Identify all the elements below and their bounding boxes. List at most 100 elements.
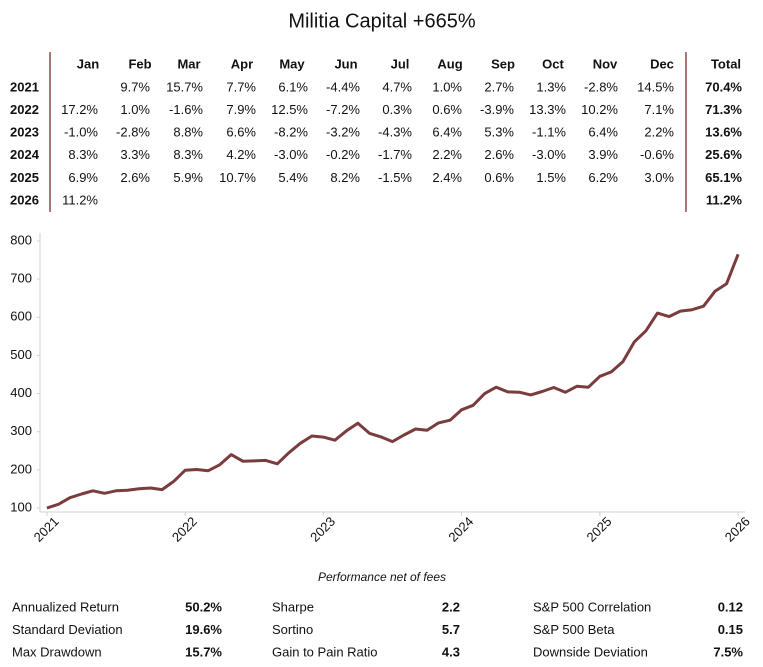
- stat-label: Standard Deviation: [12, 622, 123, 637]
- y-tick-label: 500: [10, 347, 32, 362]
- cell: 0.6%: [432, 102, 462, 117]
- stat-value: 0.12: [718, 599, 743, 614]
- column-header: Mar: [177, 56, 200, 71]
- column-header: Jan: [77, 56, 99, 71]
- x-tick-label: 2023: [307, 514, 338, 545]
- cell: 2.6%: [120, 170, 150, 185]
- cell: 0.3%: [382, 102, 412, 117]
- row-year: 2022: [10, 102, 39, 117]
- row-total: 71.3%: [705, 102, 742, 117]
- cell: 5.3%: [484, 125, 514, 140]
- line: [46, 253, 740, 510]
- column-header: Jul: [391, 56, 410, 71]
- cell: 10.2%: [581, 102, 618, 117]
- stat-value: 2.2: [442, 599, 460, 614]
- column-header: Apr: [231, 56, 253, 71]
- y-tick-label: 800: [10, 232, 32, 247]
- cell: 0.6%: [484, 170, 514, 185]
- cell: 8.2%: [330, 170, 360, 185]
- column-header: Sep: [491, 56, 515, 71]
- cell: -3.0%: [274, 147, 308, 162]
- x-tick-label: 2025: [584, 514, 615, 545]
- row-total: 13.6%: [705, 125, 742, 140]
- cell: 8.8%: [173, 125, 203, 140]
- cell: 12.5%: [271, 102, 308, 117]
- stat-value: 0.15: [718, 622, 743, 637]
- column-header: Dec: [650, 56, 674, 71]
- cell: 4.7%: [382, 79, 412, 94]
- cell: -3.0%: [532, 147, 566, 162]
- cell: -2.8%: [116, 125, 150, 140]
- stat-label: Downside Deviation: [533, 644, 648, 659]
- cell: 14.5%: [637, 79, 674, 94]
- column-header: Jun: [334, 56, 357, 71]
- stat-label: S&P 500 Beta: [533, 622, 615, 637]
- stats-subtitle: Performance net of fees: [318, 570, 446, 584]
- cell: 3.0%: [644, 170, 674, 185]
- cell: 6.4%: [588, 125, 618, 140]
- y-tick-label: 400: [10, 385, 32, 400]
- cell: -7.2%: [326, 102, 360, 117]
- cell: 7.9%: [226, 102, 256, 117]
- cell: 2.2%: [644, 125, 674, 140]
- cell: 3.3%: [120, 147, 150, 162]
- stat-label: Max Drawdown: [12, 644, 102, 659]
- y-tick-label: 200: [10, 461, 32, 476]
- cell: -8.2%: [274, 125, 308, 140]
- row-year: 2026: [10, 192, 39, 207]
- cell: 6.1%: [278, 79, 308, 94]
- cell: 6.2%: [588, 170, 618, 185]
- cell: 6.6%: [226, 125, 256, 140]
- cell: -3.9%: [480, 102, 514, 117]
- stat-value: 5.7: [442, 622, 460, 637]
- stat-label: Sharpe: [272, 599, 314, 614]
- row-total: 70.4%: [705, 79, 742, 94]
- column-header: May: [279, 56, 305, 71]
- cell: -4.4%: [326, 79, 360, 94]
- cell: 5.9%: [173, 170, 203, 185]
- cell: 2.4%: [432, 170, 462, 185]
- cell: 10.7%: [219, 170, 256, 185]
- x-tick-label: 2024: [445, 514, 476, 545]
- row-year: 2021: [10, 79, 39, 94]
- row-total: 11.2%: [706, 192, 743, 207]
- cell: -1.1%: [532, 125, 566, 140]
- cell: 8.3%: [68, 147, 98, 162]
- stat-label: Sortino: [272, 622, 313, 637]
- cell: -1.0%: [64, 125, 98, 140]
- x-tick-label: 2021: [31, 514, 62, 545]
- cell: 1.0%: [432, 79, 462, 94]
- row-total: 65.1%: [705, 170, 742, 185]
- cell: -1.6%: [169, 102, 203, 117]
- x-tick-label: 2026: [722, 514, 753, 545]
- cell: 1.0%: [120, 102, 150, 117]
- cell: 6.4%: [432, 125, 462, 140]
- cell: 4.2%: [226, 147, 256, 162]
- cell: 17.2%: [61, 102, 98, 117]
- cell: 15.7%: [166, 79, 203, 94]
- stat-value: 15.7%: [185, 644, 222, 659]
- stat-label: Gain to Pain Ratio: [272, 644, 378, 659]
- stat-label: Annualized Return: [12, 599, 119, 614]
- y-tick-label: 600: [10, 309, 32, 324]
- cell: -0.6%: [640, 147, 674, 162]
- cell: 9.7%: [120, 79, 150, 94]
- column-header: Aug: [437, 56, 462, 71]
- cell: -0.2%: [326, 147, 360, 162]
- stat-value: 50.2%: [185, 599, 222, 614]
- row-year: 2023: [10, 125, 39, 140]
- title: Militia Capital +665%: [288, 10, 476, 32]
- column-header: Feb: [128, 56, 151, 71]
- cell: -2.8%: [584, 79, 618, 94]
- row-year: 2025: [10, 170, 39, 185]
- cell: 7.1%: [644, 102, 674, 117]
- row-year: 2024: [10, 147, 40, 162]
- cell: 11.2%: [62, 192, 98, 207]
- cell: 2.2%: [432, 147, 462, 162]
- y-tick-label: 700: [10, 271, 32, 286]
- column-header: Oct: [542, 56, 564, 71]
- cell: -1.5%: [378, 170, 412, 185]
- cell: -4.3%: [378, 125, 412, 140]
- y-tick-label: 100: [10, 499, 32, 514]
